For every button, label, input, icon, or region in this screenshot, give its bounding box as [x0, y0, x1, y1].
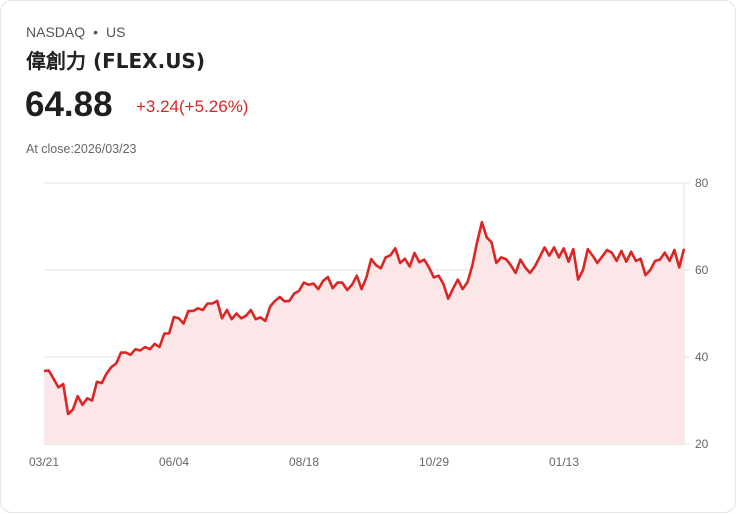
x-tick-label: 10/29	[419, 455, 449, 469]
y-tick-label: 20	[695, 437, 709, 451]
exchange-name: NASDAQ	[26, 24, 86, 40]
price-line	[43, 220, 686, 416]
x-tick-label: 08/18	[289, 455, 319, 469]
x-tick-label: 06/04	[159, 455, 189, 469]
region: US	[106, 24, 126, 40]
y-tick-label: 60	[695, 263, 709, 277]
x-tick-label: 01/13	[549, 455, 579, 469]
x-tick-label: 03/21	[29, 455, 59, 469]
separator-dot: •	[93, 24, 99, 40]
close-date: At close:2026/03/23	[26, 142, 137, 156]
stock-name: 偉創力 (FLEX.US)	[26, 49, 205, 73]
price-area	[44, 222, 684, 444]
current-price: 64.88	[25, 85, 113, 124]
price-change: +3.24(+5.26%)	[136, 97, 249, 116]
exchange-line: NASDAQ • US	[26, 24, 125, 40]
y-tick-label: 80	[695, 176, 709, 190]
y-tick-label: 40	[695, 350, 709, 364]
